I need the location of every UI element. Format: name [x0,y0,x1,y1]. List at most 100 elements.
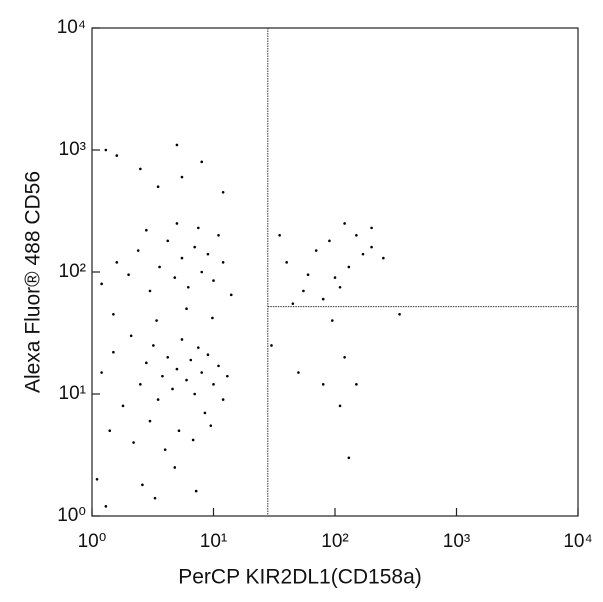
y-tick-label: 10² [59,261,86,282]
event-dot [212,279,215,282]
event-dot [173,466,177,469]
event-dot [171,387,174,391]
event-dot [321,383,325,386]
plot-frame [91,27,579,517]
event-dot [338,404,342,408]
event-dot [193,245,196,249]
event-dot [112,350,115,354]
event-dot [347,265,351,269]
event-dot [141,483,144,487]
event-dot [382,256,385,260]
event-dot [343,355,346,359]
event-dot [197,346,200,349]
event-dot [333,276,337,279]
event-dot [185,307,188,311]
event-dot [185,378,188,382]
event-dot [221,191,225,194]
event-dot [226,374,229,378]
event-dot [278,233,281,237]
event-dot [163,448,167,451]
event-dot [158,265,161,269]
event-dot [166,239,170,243]
event-dot [355,383,358,386]
event-dot [197,226,200,230]
event-dot [194,489,198,493]
event-dot [193,392,196,396]
event-dot [139,383,142,386]
event-dot [221,261,225,264]
event-dot [100,282,103,286]
event-dot [104,148,108,152]
event-dot [148,289,152,293]
event-dot [291,302,295,305]
event-dot [302,289,305,293]
event-dot [156,398,160,401]
event-dot [338,285,342,289]
event-dot [328,239,331,243]
event-dot [189,358,193,362]
event-dot [221,398,225,401]
y-axis-title: Alexa Fluor® 488 CD56 [22,171,45,393]
event-dot [206,252,210,256]
event-dot [115,154,119,157]
event-dot [186,285,190,289]
x-tick-label: 10² [321,531,348,552]
event-dot [132,441,135,444]
y-tick-label: 10⁰ [57,505,86,526]
event-dot [200,270,204,274]
event-dot [229,293,233,297]
event-dot [104,505,108,508]
event-dot [209,424,213,427]
event-dot [355,233,358,237]
event-dot [108,429,112,433]
event-dot [306,273,310,277]
event-dot [155,319,158,322]
event-dot [153,496,157,500]
event-dot [161,374,164,378]
event-dot [217,364,220,368]
y-tick-label: 10⁴ [57,17,86,38]
y-tick-label: 10¹ [59,383,86,404]
event-dot [180,175,184,179]
event-dot [139,167,142,171]
event-dot [136,249,140,252]
event-dot [145,228,148,232]
event-dot [285,261,288,264]
event-dot [166,355,170,359]
x-tick-label: 10⁴ [563,531,592,552]
event-dot [200,160,204,164]
x-tick-label: 10³ [443,531,470,552]
event-dot [343,222,346,225]
event-dot [177,429,181,433]
event-dot [203,411,207,415]
event-dot [398,313,401,316]
event-dot [173,276,177,279]
x-tick-label: 10⁰ [78,531,107,552]
event-dot [330,319,334,322]
event-dot [121,404,125,408]
event-dot [314,249,318,252]
y-tick-label: 10³ [59,139,86,160]
event-dot [361,252,365,256]
event-dot [206,353,210,356]
x-axis-title: PerCP KIR2DL1(CD158a) [178,566,422,589]
event-dot [180,256,184,260]
event-dot [370,245,373,249]
event-dot [211,316,214,320]
event-dot [200,371,204,374]
event-dot [175,367,179,371]
event-dot [175,143,179,147]
event-dot [270,344,273,347]
event-dot [191,438,195,442]
event-dot [112,313,115,316]
event-dot [297,371,300,374]
event-dot [180,338,184,341]
event-dot [217,233,220,237]
event-dot [347,456,351,460]
event-dot [148,419,152,423]
event-dot [95,477,99,481]
event-dot [129,334,133,338]
event-dot [127,273,130,277]
event-dot [145,361,148,365]
